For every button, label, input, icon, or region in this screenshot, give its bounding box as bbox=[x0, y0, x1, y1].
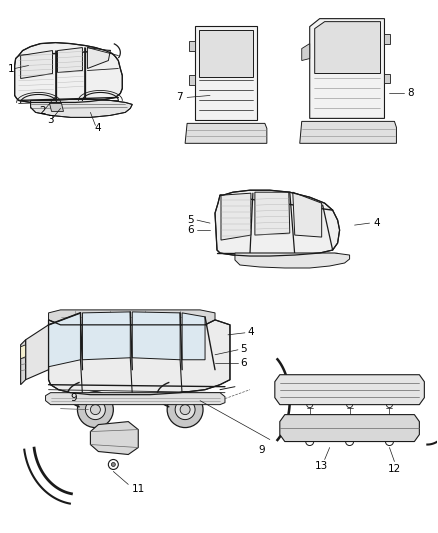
Polygon shape bbox=[182, 313, 205, 360]
Circle shape bbox=[114, 445, 118, 449]
Polygon shape bbox=[385, 74, 390, 84]
Text: 3: 3 bbox=[47, 115, 54, 125]
Text: 7: 7 bbox=[176, 92, 183, 102]
Polygon shape bbox=[88, 47, 110, 69]
Text: 5: 5 bbox=[187, 215, 194, 225]
Circle shape bbox=[175, 400, 195, 419]
Text: 13: 13 bbox=[315, 462, 328, 472]
Polygon shape bbox=[49, 103, 64, 111]
Polygon shape bbox=[189, 41, 195, 51]
Polygon shape bbox=[57, 47, 82, 72]
Circle shape bbox=[111, 463, 115, 466]
Circle shape bbox=[180, 405, 190, 415]
Polygon shape bbox=[49, 313, 81, 367]
Polygon shape bbox=[189, 76, 195, 85]
Polygon shape bbox=[199, 30, 253, 77]
Circle shape bbox=[85, 400, 106, 419]
Polygon shape bbox=[49, 320, 230, 394]
Polygon shape bbox=[82, 312, 130, 360]
Polygon shape bbox=[385, 34, 390, 44]
Circle shape bbox=[99, 433, 102, 437]
Polygon shape bbox=[14, 43, 122, 102]
Circle shape bbox=[90, 405, 100, 415]
Text: 4: 4 bbox=[94, 123, 101, 133]
Text: 4: 4 bbox=[247, 327, 254, 337]
Text: 6: 6 bbox=[240, 358, 247, 368]
Text: 8: 8 bbox=[407, 88, 414, 99]
Polygon shape bbox=[275, 375, 424, 405]
Polygon shape bbox=[21, 345, 25, 359]
Polygon shape bbox=[255, 192, 290, 235]
Polygon shape bbox=[310, 19, 385, 118]
Text: 5: 5 bbox=[240, 344, 247, 354]
Polygon shape bbox=[221, 193, 251, 240]
Polygon shape bbox=[25, 325, 49, 379]
Polygon shape bbox=[31, 100, 132, 117]
Polygon shape bbox=[280, 415, 419, 441]
Polygon shape bbox=[132, 312, 180, 360]
Polygon shape bbox=[300, 122, 396, 143]
Polygon shape bbox=[302, 44, 310, 61]
Circle shape bbox=[78, 392, 113, 427]
Polygon shape bbox=[235, 253, 350, 268]
Polygon shape bbox=[90, 422, 138, 455]
Text: 11: 11 bbox=[132, 484, 145, 495]
Polygon shape bbox=[195, 26, 257, 120]
Polygon shape bbox=[46, 393, 225, 405]
Circle shape bbox=[167, 392, 203, 427]
Polygon shape bbox=[215, 190, 339, 256]
Polygon shape bbox=[49, 310, 215, 325]
Circle shape bbox=[128, 435, 132, 440]
Text: 6: 6 bbox=[187, 225, 194, 235]
Polygon shape bbox=[185, 123, 267, 143]
Text: 1: 1 bbox=[7, 63, 14, 74]
Circle shape bbox=[117, 430, 120, 433]
Text: 2: 2 bbox=[39, 107, 46, 116]
Polygon shape bbox=[293, 192, 321, 237]
Text: 9: 9 bbox=[258, 445, 265, 455]
Text: 4: 4 bbox=[373, 218, 380, 228]
Polygon shape bbox=[21, 51, 53, 78]
Text: 12: 12 bbox=[388, 464, 401, 474]
Text: 9: 9 bbox=[70, 393, 77, 402]
Polygon shape bbox=[314, 22, 381, 74]
Polygon shape bbox=[21, 340, 25, 385]
